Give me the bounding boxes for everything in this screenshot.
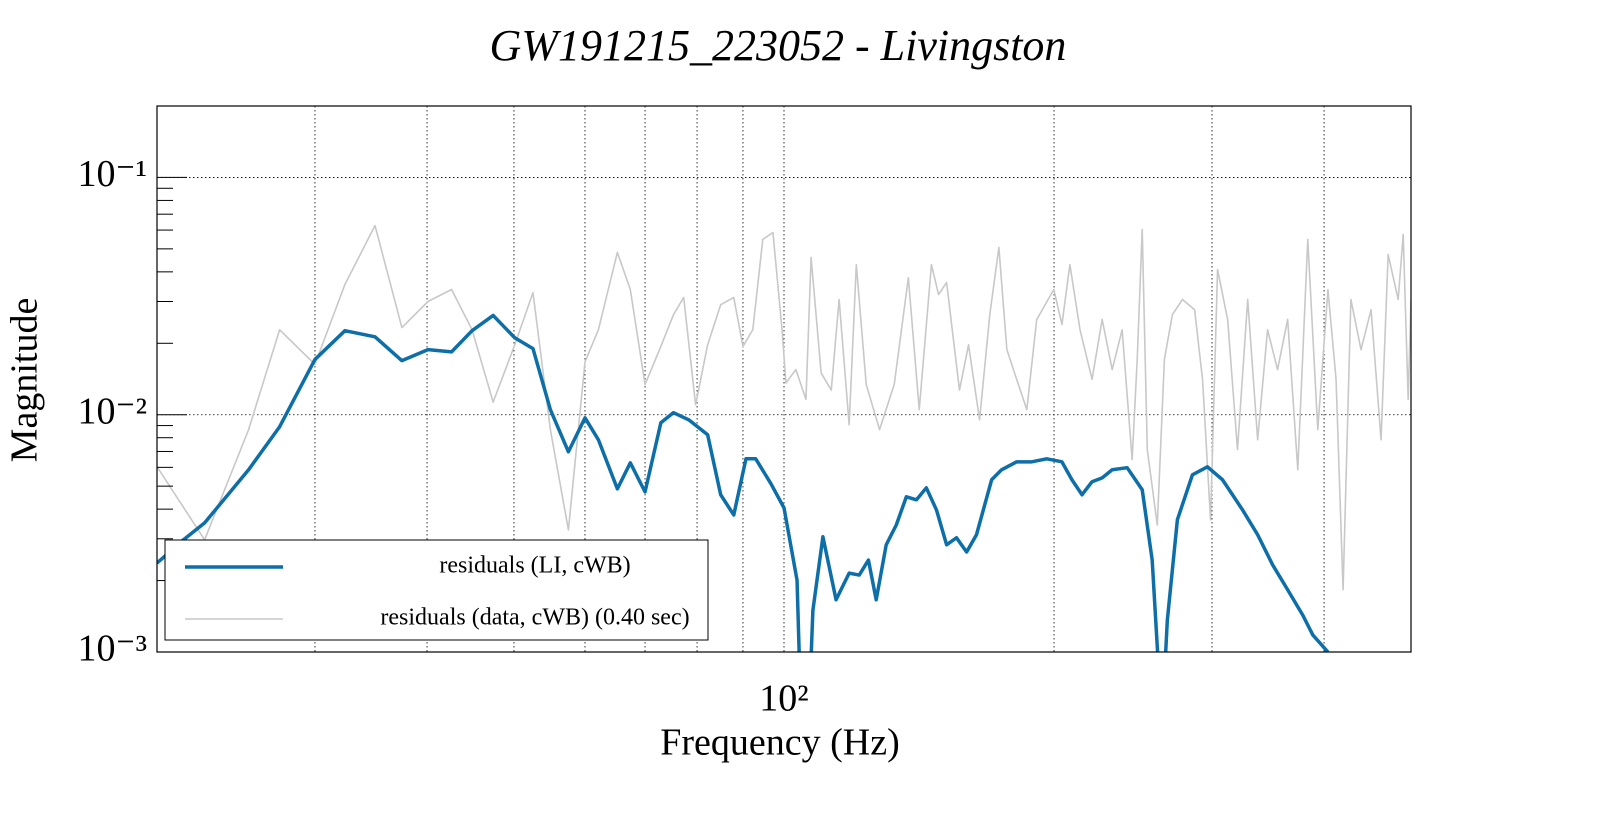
- ticks: 10⁻³ 10⁻² 10⁻¹ 10²: [78, 105, 809, 720]
- y-tick-label: 10⁻¹: [78, 153, 147, 195]
- legend-label: residuals (LI, cWB): [439, 553, 630, 579]
- legend-label: residuals (data, cWB) (0.40 sec): [380, 605, 689, 631]
- legend-box: [164, 539, 709, 641]
- chart-title: GW191215_223052 - Livingston: [490, 21, 1067, 70]
- y-tick-label: 10⁻³: [78, 628, 147, 670]
- x-axis-label: Frequency (Hz): [660, 722, 900, 764]
- y-axis-label: Magnitude: [4, 298, 46, 463]
- plot-lines: [157, 224, 1411, 652]
- plot-frame: [156, 105, 1412, 653]
- series-line: [157, 313, 1330, 652]
- series-line: [157, 224, 1411, 591]
- y-tick-label: 10⁻²: [78, 390, 147, 432]
- grid: [157, 106, 1411, 653]
- legend: residuals (LI, cWB) residuals (data, cWB)…: [164, 539, 709, 641]
- x-tick-label: 10²: [759, 678, 808, 720]
